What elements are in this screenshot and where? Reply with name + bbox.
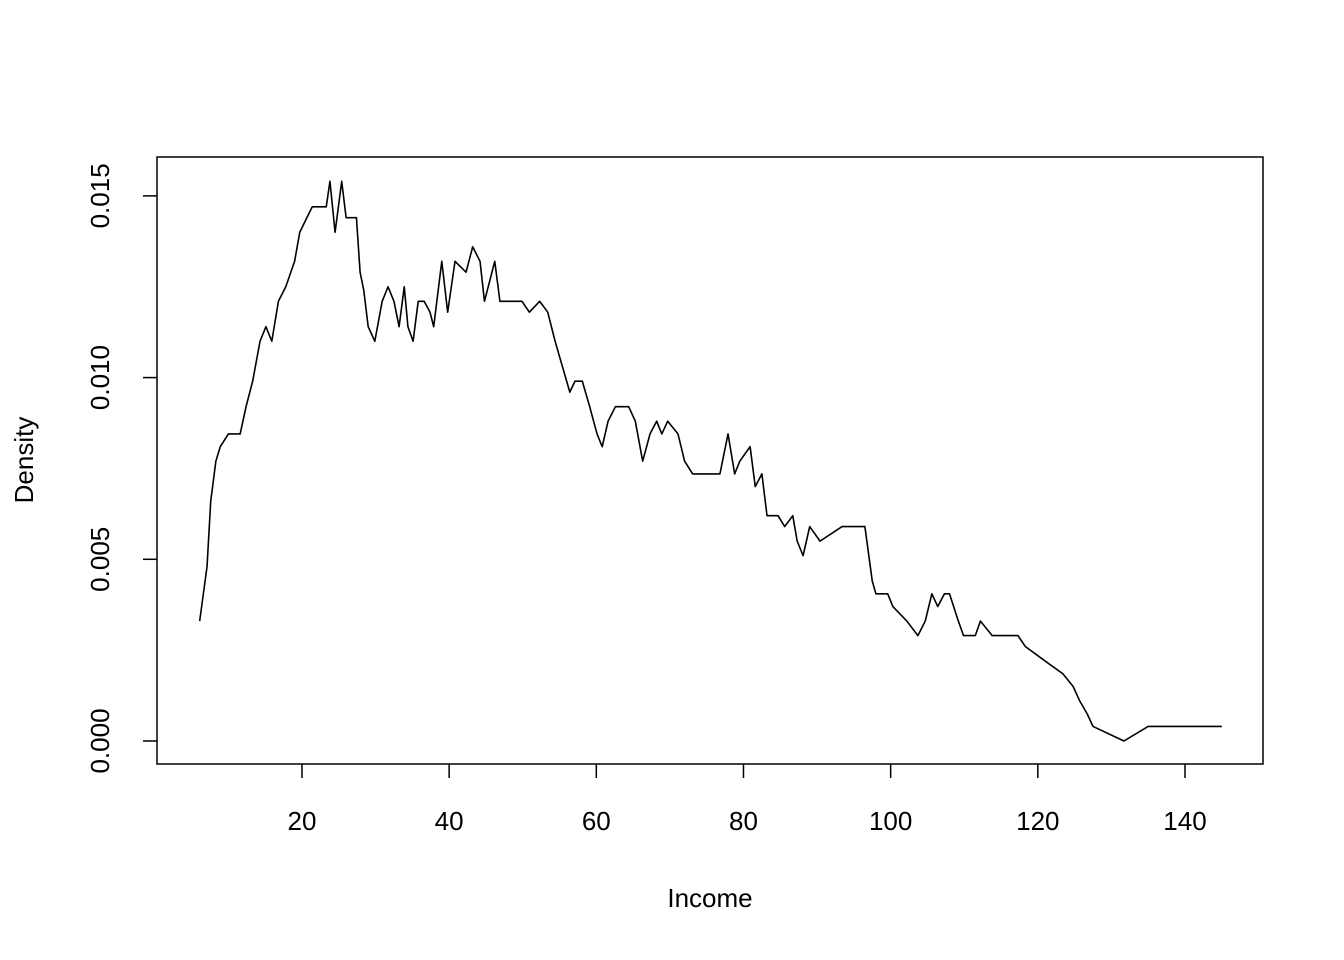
y-tick-label: 0.010 bbox=[85, 345, 115, 410]
x-tick-label: 40 bbox=[435, 806, 464, 836]
x-tick-label: 80 bbox=[729, 806, 758, 836]
y-tick-label: 0.015 bbox=[85, 163, 115, 228]
x-tick-label: 60 bbox=[582, 806, 611, 836]
x-tick-label: 20 bbox=[288, 806, 317, 836]
y-tick-label: 0.005 bbox=[85, 527, 115, 592]
x-axis-label: Income bbox=[667, 883, 752, 913]
y-tick-label: 0.000 bbox=[85, 708, 115, 773]
x-tick-label: 140 bbox=[1163, 806, 1206, 836]
y-axis-label: Density bbox=[9, 417, 39, 504]
x-tick-label: 120 bbox=[1016, 806, 1059, 836]
density-line bbox=[198, 180, 1222, 742]
x-tick-label: 100 bbox=[869, 806, 912, 836]
plot-box bbox=[156, 156, 1264, 765]
